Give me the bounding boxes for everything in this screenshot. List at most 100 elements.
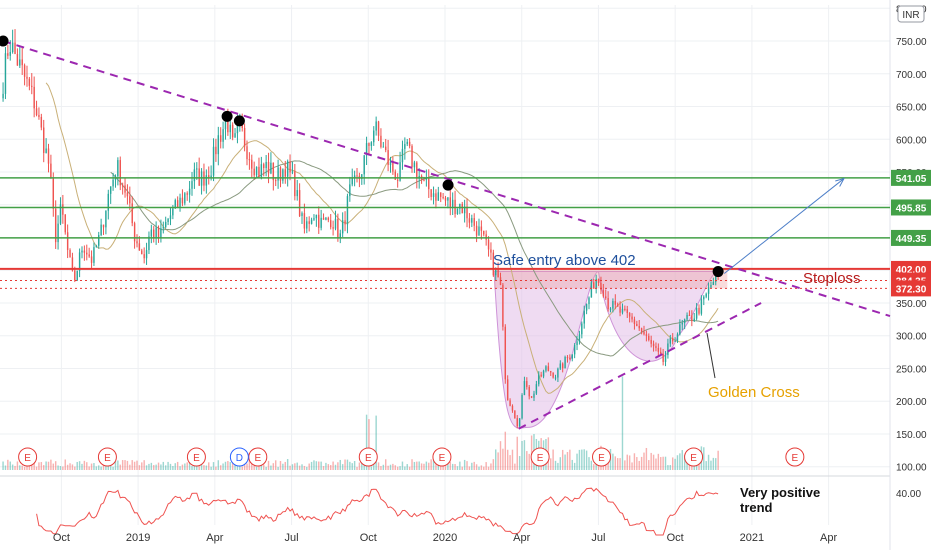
pivot-point xyxy=(0,35,9,47)
y-tick-label: 300.00 xyxy=(896,332,927,343)
volume-bar xyxy=(45,461,47,470)
candle xyxy=(47,148,50,164)
earnings-marker-label: E xyxy=(193,453,200,464)
candle xyxy=(40,116,43,128)
candle xyxy=(274,180,277,182)
candle xyxy=(628,313,631,317)
volume-bar xyxy=(4,465,7,470)
volume-bar xyxy=(518,456,521,470)
earnings-marker[interactable]: E xyxy=(248,447,268,467)
earnings-marker[interactable]: E xyxy=(785,447,805,467)
volume-bar xyxy=(523,440,526,470)
price-tag-label: 495.85 xyxy=(896,203,927,214)
candle xyxy=(31,85,33,87)
y-tick-label: 150.00 xyxy=(896,430,927,441)
earnings-marker[interactable]: E xyxy=(97,447,117,467)
earnings-marker[interactable]: E xyxy=(432,447,452,467)
candle xyxy=(664,355,667,362)
candle xyxy=(573,345,576,355)
candle xyxy=(229,124,231,133)
stoploss-zone-fill xyxy=(494,268,728,289)
volume-bar xyxy=(136,460,138,470)
volume-bar xyxy=(571,459,573,470)
candle xyxy=(327,217,330,221)
candle xyxy=(631,316,633,320)
earnings-marker[interactable]: E xyxy=(18,447,38,467)
volume-bar xyxy=(425,461,428,470)
projection-line xyxy=(723,178,845,274)
candle xyxy=(95,245,98,248)
earnings-marker[interactable]: E xyxy=(592,447,612,467)
pivot-point xyxy=(221,110,233,122)
candle xyxy=(435,193,437,201)
volume-bar xyxy=(138,465,141,470)
candle xyxy=(258,166,260,177)
candle xyxy=(461,203,463,214)
volume-bar xyxy=(363,461,365,470)
candle xyxy=(569,357,571,359)
candle xyxy=(162,227,165,229)
volume-bar xyxy=(267,460,270,470)
volume-bar xyxy=(74,466,76,470)
volume-bar xyxy=(358,462,361,470)
candle xyxy=(174,200,176,209)
candle xyxy=(112,179,114,187)
x-tick-label: Apr xyxy=(206,532,223,544)
candle xyxy=(590,282,593,298)
earnings-marker[interactable]: E xyxy=(684,447,704,467)
candle xyxy=(11,42,14,52)
volume-bar xyxy=(404,466,406,470)
candle xyxy=(255,166,258,176)
volume-bar xyxy=(145,465,148,470)
earnings-marker-circle xyxy=(186,447,206,467)
candle xyxy=(502,284,504,327)
x-axis: Oct 2019 Apr Jul Oct 2020 Apr Jul Oct 2021 Apr xyxy=(53,532,838,544)
candle xyxy=(518,418,521,427)
candle xyxy=(138,243,141,251)
projection-arrowhead xyxy=(835,177,845,187)
candle xyxy=(384,146,387,151)
candle xyxy=(7,53,9,56)
candle xyxy=(559,363,562,369)
volume-bar xyxy=(255,466,258,470)
volume-bar xyxy=(315,461,318,470)
candle xyxy=(169,215,172,220)
candle xyxy=(495,269,497,276)
volume-bar xyxy=(284,461,286,470)
volume-bar xyxy=(396,466,399,470)
volume-bar xyxy=(504,431,507,470)
earnings-marker[interactable]: E xyxy=(186,447,206,467)
support-trendline xyxy=(518,302,762,430)
volume-bar xyxy=(203,465,205,470)
candle xyxy=(504,326,507,380)
candle xyxy=(349,184,351,197)
x-tick-label: Oct xyxy=(667,532,684,544)
volume-bar xyxy=(258,465,260,470)
volume-bar xyxy=(43,465,45,470)
candle xyxy=(208,175,210,178)
candle xyxy=(181,197,184,204)
candle xyxy=(550,370,552,373)
candle xyxy=(62,204,64,215)
currency-badge[interactable]: INR xyxy=(897,5,925,23)
volume-bar xyxy=(652,454,655,470)
candle xyxy=(475,225,478,236)
earnings-marker[interactable]: E xyxy=(530,447,550,467)
candle xyxy=(671,338,674,342)
candle xyxy=(143,254,145,259)
earnings-marker[interactable]: E xyxy=(358,447,378,467)
dividend-marker[interactable]: D xyxy=(229,447,249,467)
pivot-point xyxy=(233,115,245,127)
volume-bar xyxy=(463,459,466,470)
volume-bar xyxy=(375,415,377,470)
volume-bar xyxy=(210,466,212,470)
volume-bar xyxy=(662,456,664,470)
volume-bar xyxy=(349,461,351,470)
candle xyxy=(196,168,198,170)
volume-bar xyxy=(303,465,306,470)
volume-bar xyxy=(660,457,662,470)
candle xyxy=(322,217,325,220)
candle xyxy=(205,175,208,186)
candle xyxy=(191,181,193,189)
event-markers: E E E E E E E E E ED xyxy=(18,447,805,467)
